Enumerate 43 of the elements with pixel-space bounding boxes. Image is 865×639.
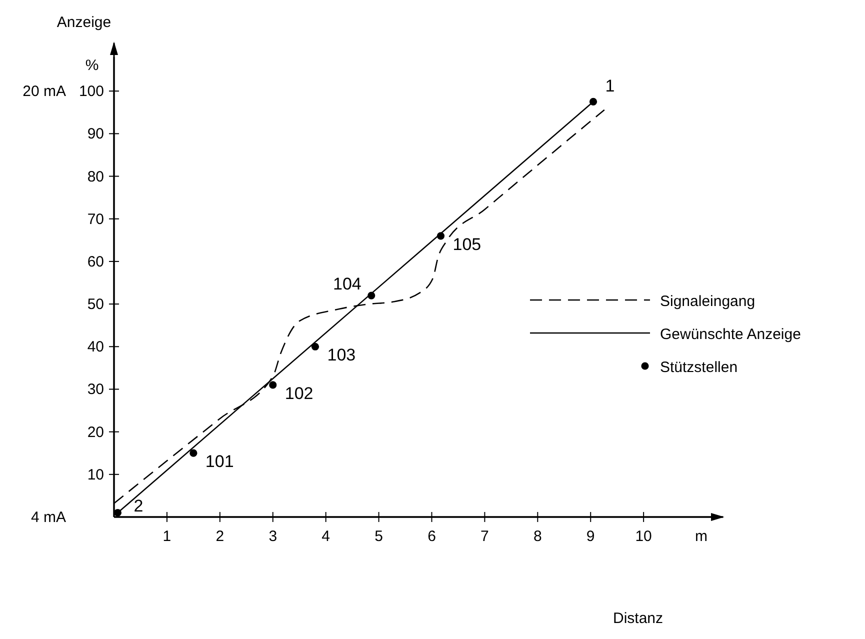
- x-axis-title: Distanz: [612, 610, 664, 627]
- y-axis-title: Anzeige: [56, 14, 112, 31]
- point: [190, 449, 198, 457]
- y-tick-label: 40: [87, 338, 104, 356]
- annotation: 1: [605, 76, 615, 96]
- y2-tick-label: 4 mA: [30, 509, 66, 526]
- y-tick-label: 70: [87, 210, 104, 228]
- annotation: 104: [332, 274, 362, 294]
- point: [311, 342, 320, 350]
- x-tick-label: 9: [586, 528, 595, 545]
- x-tick-label: 4: [322, 528, 330, 545]
- point: [589, 98, 598, 106]
- annotation: 103: [327, 346, 356, 365]
- y-tick-label: 80: [87, 168, 104, 186]
- point: [368, 292, 376, 300]
- annotation: 101: [205, 452, 234, 472]
- annotation: 2: [134, 496, 144, 516]
- text: m: [695, 528, 708, 545]
- y-tick-label: 20: [87, 424, 104, 441]
- point: [114, 508, 122, 517]
- y-tick-label: 100: [78, 83, 104, 100]
- point: [436, 232, 445, 240]
- y-tick-label: 50: [87, 296, 104, 314]
- text: %: [85, 57, 99, 74]
- x-tick-label: 3: [268, 528, 278, 545]
- x-tick-label: 10: [635, 528, 652, 545]
- x-tick-label: 5: [374, 528, 383, 545]
- x-tick-label: 7: [480, 528, 489, 545]
- x-tick-label: 1: [162, 528, 172, 545]
- text: Signaleingang: [660, 293, 756, 310]
- legend-label: Stützstellen: [660, 359, 738, 376]
- y-tick-label: 90: [87, 126, 104, 143]
- text: Gewünschte Anzeige: [660, 326, 801, 343]
- x-tick-label: 6: [428, 528, 436, 545]
- y2-tick-label: 20 mA: [22, 83, 66, 100]
- point: [269, 381, 277, 389]
- x-tick-label: 8: [533, 528, 542, 545]
- annotation: 105: [452, 234, 482, 254]
- y-tick-label: 30: [87, 381, 104, 398]
- x-tick-label: 2: [216, 528, 224, 545]
- y-tick-label: 10: [87, 466, 104, 484]
- annotation: 102: [284, 384, 314, 403]
- y-tick-label: 60: [87, 253, 104, 270]
